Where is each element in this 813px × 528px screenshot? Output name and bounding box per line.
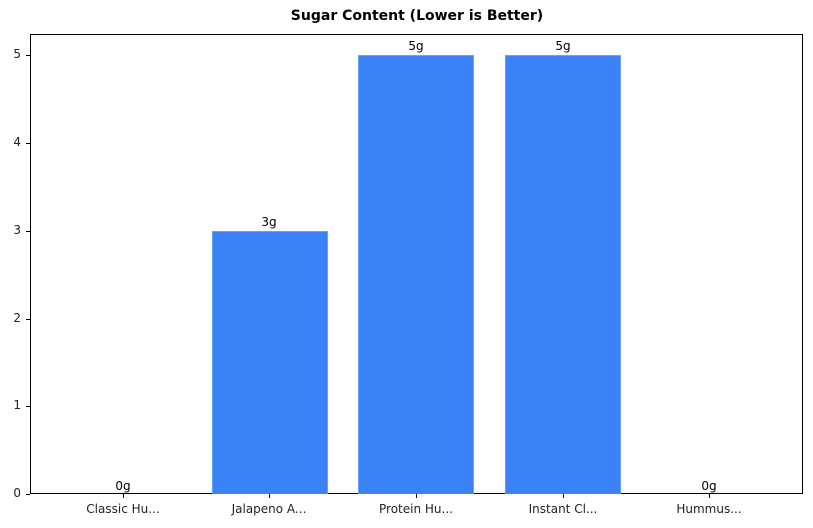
- x-tick-label: Classic Hu...: [86, 502, 160, 516]
- x-tick-label: Hummus...: [676, 502, 742, 516]
- value-label: 5g: [555, 39, 571, 53]
- bar-protein: [358, 55, 474, 494]
- bar-instant: [505, 55, 621, 494]
- x-tick-label: Instant Cl...: [528, 502, 598, 516]
- value-label: 0g: [115, 479, 131, 493]
- y-tick-label: 5: [13, 47, 21, 61]
- y-tick-label: 0: [13, 486, 21, 500]
- value-label: 5g: [408, 39, 424, 53]
- y-tick-label: 2: [13, 311, 21, 325]
- value-label: 0g: [701, 479, 717, 493]
- x-tick-label: Protein Hu...: [379, 502, 453, 516]
- y-tick-label: 4: [13, 135, 21, 149]
- x-tick-label: Jalapeno A...: [231, 502, 307, 516]
- chart-title: Sugar Content (Lower is Better): [290, 8, 544, 24]
- bar-jalapeno: [212, 231, 328, 494]
- y-tick-label: 1: [13, 398, 21, 412]
- value-label: 3g: [261, 215, 277, 229]
- y-tick-label: 3: [13, 223, 21, 237]
